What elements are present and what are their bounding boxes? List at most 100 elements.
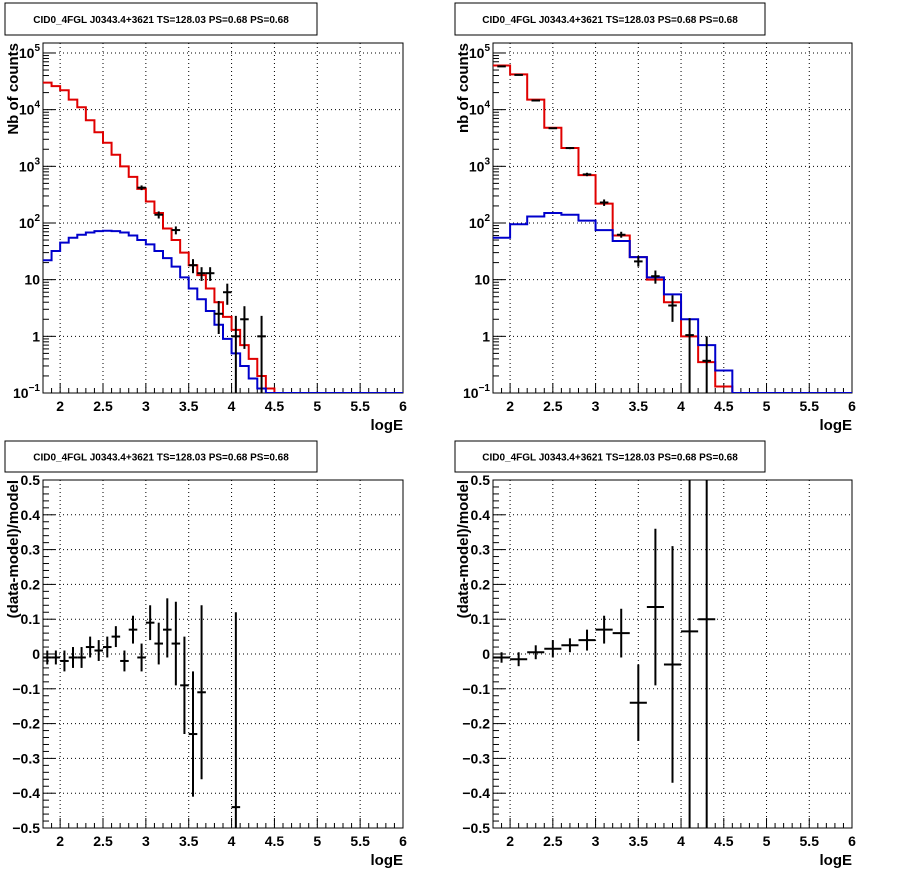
data-point [685, 318, 694, 393]
data-point [681, 480, 699, 828]
x-tick-label: 5 [763, 398, 771, 414]
x-tick-label: 3 [142, 833, 150, 849]
data-point [634, 256, 643, 267]
series-line-2 [43, 229, 403, 393]
series-line-1 [43, 81, 403, 393]
ticks [492, 479, 853, 829]
x-tick-label: 3 [592, 833, 600, 849]
x-tick-label: 5.5 [800, 398, 820, 414]
data-point [493, 652, 511, 663]
data-point [629, 664, 647, 741]
x-tick-label: 2.5 [93, 398, 113, 414]
y-tick-label: 1 [32, 328, 40, 344]
x-tick-label: 3.5 [179, 833, 199, 849]
x-tick-label: 4.5 [265, 833, 285, 849]
x-axis-label: logE [371, 417, 404, 434]
data-point [171, 226, 181, 235]
x-tick-label: 4 [228, 833, 236, 849]
data-point [111, 626, 121, 648]
y-tick-label: 105 [469, 43, 491, 61]
grid [43, 480, 403, 828]
x-tick-label: 2 [506, 833, 514, 849]
title-box [4, 440, 318, 473]
data-point [205, 267, 215, 281]
x-tick-label: 5 [313, 833, 321, 849]
grid [43, 43, 403, 393]
x-tick-label: 4 [228, 398, 236, 414]
y-tick-label: 0.3 [21, 542, 41, 558]
data-point [257, 315, 266, 393]
x-tick-label: 3 [142, 398, 150, 414]
title-box [4, 2, 318, 36]
x-tick-label: 3.5 [629, 833, 649, 849]
data-point [527, 645, 545, 660]
panel-title: CID0_4FGL J0343.4+3621 TS=128.03 PS=0.68… [33, 453, 289, 464]
x-tick-label: 6 [399, 398, 407, 414]
x-axis-label: logE [820, 852, 853, 869]
y-tick-label: 105 [19, 43, 41, 61]
x-tick-label: 4 [677, 398, 685, 414]
data-point [616, 231, 626, 238]
y-tick-label: 0.2 [471, 576, 491, 592]
data-point [43, 650, 52, 665]
x-tick-label: 4 [677, 833, 685, 849]
panel-2: CID0_4FGL J0343.4+3621 TS=128.03 PS=0.68… [454, 2, 856, 434]
ticks [492, 52, 853, 394]
y-tick-label: 0.1 [21, 611, 41, 627]
data-point [94, 640, 103, 661]
x-tick-label: 2.5 [543, 398, 563, 414]
x-tick-label: 4.5 [714, 398, 734, 414]
series-line-2 [493, 212, 852, 393]
y-axis-label: Nb of counts [5, 43, 22, 135]
x-axis-label: logE [820, 417, 853, 434]
plot-area [493, 64, 852, 393]
x-tick-label: 5.5 [350, 398, 370, 414]
panel-4: CID0_4FGL J0343.4+3621 TS=128.03 PS=0.68… [454, 440, 856, 869]
data-point [163, 598, 172, 658]
y-tick-label: −0.3 [462, 750, 490, 766]
grid [493, 43, 852, 393]
data-point [702, 336, 711, 393]
data-point [565, 147, 575, 150]
x-tick-label: 5.5 [350, 833, 370, 849]
data-point [578, 629, 596, 651]
data-point [214, 301, 223, 334]
data-point [68, 647, 78, 668]
data-point [651, 270, 660, 284]
x-tick-label: 4.5 [714, 833, 734, 849]
y-tick-label: −0.4 [462, 785, 490, 801]
y-tick-label: −0.1 [462, 681, 490, 697]
data-point [646, 528, 664, 686]
y-tick-label: −0.2 [12, 716, 40, 732]
data-point [497, 65, 506, 68]
y-tick-label: 0.4 [21, 507, 41, 523]
y-tick-label: 0.4 [471, 507, 491, 523]
x-tick-label: 2 [506, 398, 514, 414]
data-point [171, 601, 181, 686]
panel-title: CID0_4FGL J0343.4+3621 TS=128.03 PS=0.68… [482, 453, 738, 464]
data-point [103, 636, 112, 658]
y-tick-label: −0.5 [12, 820, 40, 836]
x-axis-label: logE [371, 852, 404, 869]
x-tick-label: 4.5 [265, 398, 285, 414]
data-point [85, 636, 95, 658]
data-point [510, 652, 528, 667]
y-tick-label: 0.5 [471, 472, 491, 488]
data-point [60, 650, 69, 672]
y-axis-label: (data-model)/model [5, 480, 22, 618]
data-point [240, 306, 249, 349]
plot-frame [42, 42, 404, 394]
data-point [531, 99, 541, 102]
data-point [197, 267, 206, 281]
y-tick-label: 0.2 [21, 576, 41, 592]
data-point [77, 647, 86, 668]
x-tick-label: 3.5 [179, 398, 199, 414]
data-point [120, 650, 129, 672]
series-line-1 [493, 64, 852, 393]
data-point [145, 605, 155, 641]
y-tick-label: 0.3 [471, 542, 491, 558]
x-tick-label: 3 [592, 398, 600, 414]
data-point [663, 546, 682, 783]
y-tick-label: 0.1 [471, 611, 491, 627]
